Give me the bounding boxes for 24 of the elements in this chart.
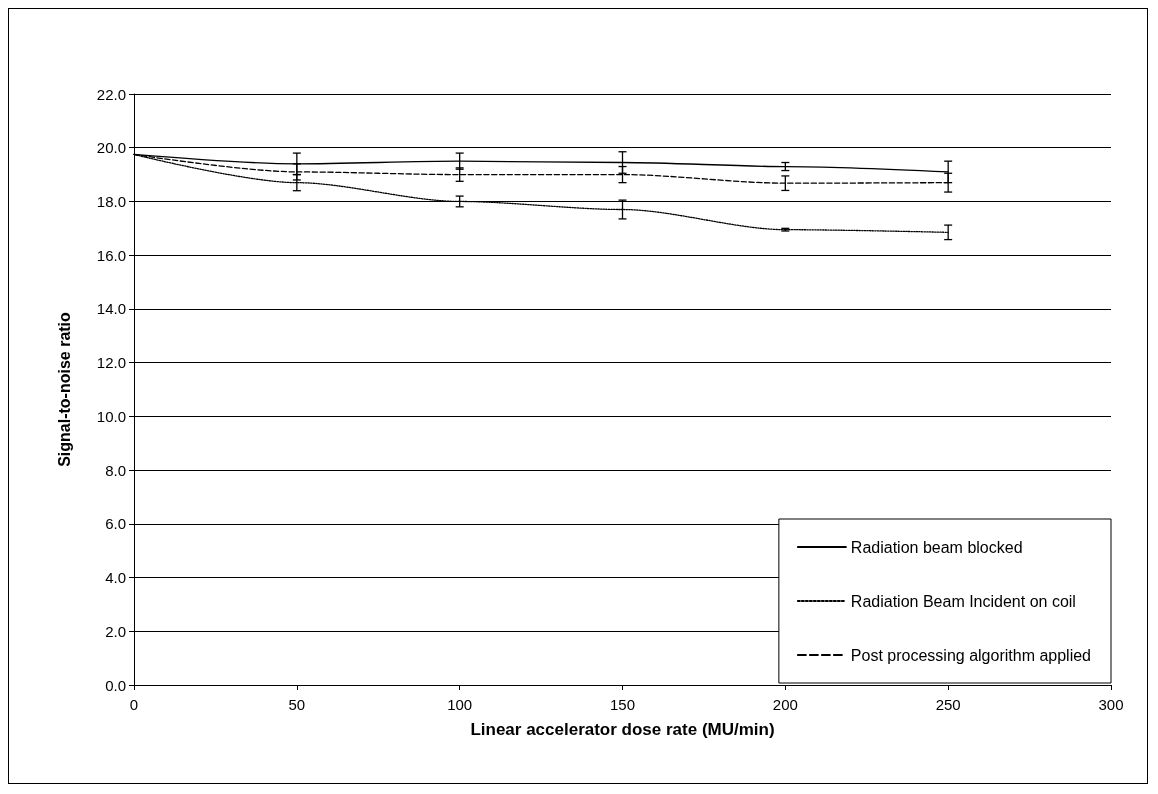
x-tick-label: 250 <box>935 696 961 713</box>
y-tick-label: 0.0 <box>105 676 126 694</box>
legend-label: Radiation Beam Incident on coil <box>850 592 1076 610</box>
y-tick-label: 2.0 <box>105 622 126 640</box>
x-axis-title: Linear accelerator dose rate (MU/min) <box>470 720 775 739</box>
y-tick-label: 16.0 <box>96 246 126 264</box>
x-tick-label: 300 <box>1098 696 1124 713</box>
legend-label: Radiation beam blocked <box>850 538 1023 556</box>
y-tick-label: 22.0 <box>96 85 126 103</box>
y-tick-label: 8.0 <box>105 461 126 479</box>
legend-label: Post processing algorithm applied <box>850 646 1092 664</box>
y-tick-label: 18.0 <box>96 192 126 210</box>
y-tick-label: 6.0 <box>105 515 126 533</box>
x-tick-label: 100 <box>447 696 473 713</box>
y-tick-label: 12.0 <box>96 354 126 372</box>
y-tick-label: 20.0 <box>96 139 126 157</box>
y-tick-label: 14.0 <box>96 300 126 318</box>
x-tick-label: 200 <box>772 696 798 713</box>
y-axis-title: Signal-to-noise ratio <box>55 311 73 467</box>
x-tick-label: 0 <box>129 696 139 713</box>
x-tick-label: 150 <box>609 696 636 713</box>
x-tick-label: 50 <box>288 696 306 713</box>
y-tick-label: 4.0 <box>105 569 126 587</box>
y-tick-label: 10.0 <box>96 407 126 425</box>
